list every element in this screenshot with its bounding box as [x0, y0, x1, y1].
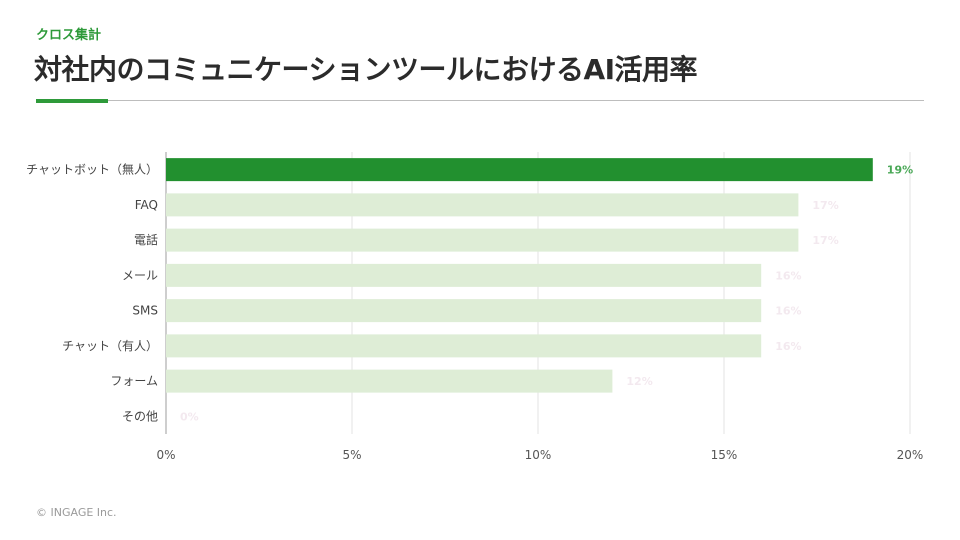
category-label: その他: [122, 409, 158, 423]
x-tick-label: 20%: [897, 448, 924, 462]
x-tick-label: 10%: [525, 448, 552, 462]
title-divider-accent: [36, 99, 108, 103]
data-label: 17%: [812, 234, 838, 247]
bar: [166, 334, 762, 358]
category-label: チャットボット（無人）: [26, 162, 158, 177]
page-title: 対社内のコミュニケーションツールにおけるAI活用率: [34, 53, 698, 86]
copyright-text: © INGAGE Inc.: [36, 506, 117, 519]
data-label: 19%: [887, 164, 913, 177]
category-label: 電話: [134, 232, 158, 247]
data-label: 12%: [626, 375, 652, 388]
category-label: フォーム: [110, 374, 158, 388]
category-label: FAQ: [135, 198, 158, 212]
data-label: 17%: [812, 199, 838, 212]
x-tick-label: 0%: [156, 448, 175, 462]
title-divider: [36, 100, 924, 101]
bar: [166, 193, 799, 217]
category-label: メール: [122, 268, 158, 282]
data-label: 0%: [180, 410, 199, 423]
bar: [166, 369, 613, 393]
data-label: 16%: [775, 269, 801, 282]
bar: [166, 228, 799, 252]
section-tag: クロス集計: [36, 28, 102, 43]
category-label: チャット（有人）: [62, 339, 158, 353]
x-tick-label: 5%: [342, 448, 361, 462]
bar: [166, 158, 873, 182]
data-label: 16%: [775, 340, 801, 353]
category-label: SMS: [132, 304, 158, 318]
bar: [166, 263, 762, 287]
x-tick-label: 15%: [711, 448, 738, 462]
data-label: 16%: [775, 305, 801, 318]
bar: [166, 299, 762, 323]
